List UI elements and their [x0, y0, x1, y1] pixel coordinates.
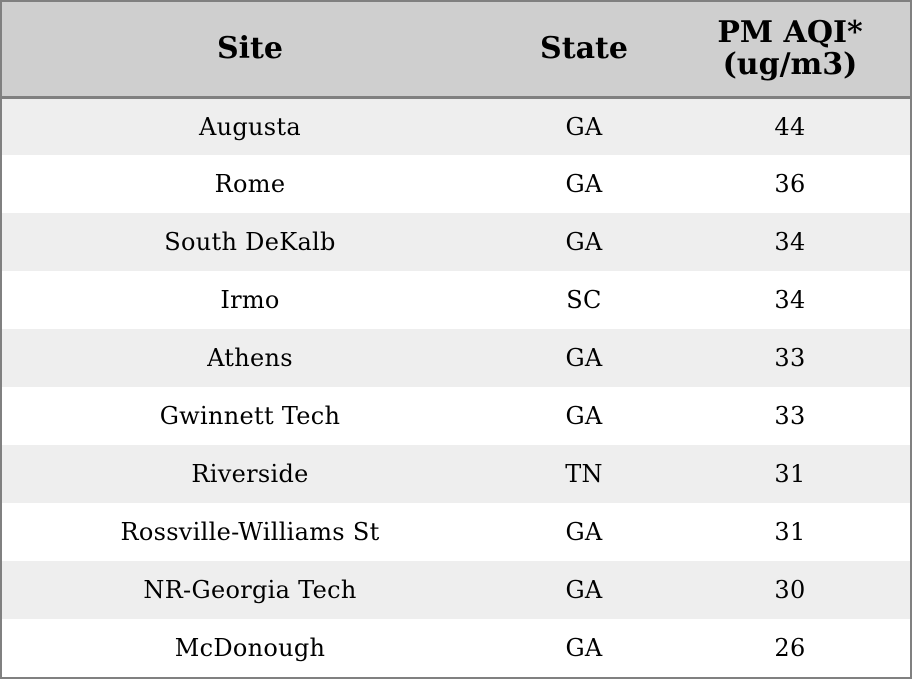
- cell-pm-aqi: 30: [774, 576, 806, 604]
- column-header-site-label: Site: [216, 30, 283, 66]
- cell-site: Athens: [207, 344, 293, 372]
- cell-site: Rome: [214, 170, 286, 198]
- cell-state: SC: [566, 286, 602, 314]
- cell-site: Riverside: [191, 460, 309, 488]
- table-row: McDonough GA 26: [2, 619, 910, 677]
- cell-state: GA: [565, 344, 603, 372]
- table-row: Gwinnett Tech GA 33: [2, 387, 910, 445]
- cell-pm-aqi: 44: [774, 112, 806, 141]
- table-row: Rome GA 36: [2, 155, 910, 213]
- cell-site: Gwinnett Tech: [159, 402, 341, 430]
- column-header-state-label: State: [540, 30, 628, 66]
- cell-state: GA: [565, 576, 603, 604]
- cell-site: Rossville-Williams St: [120, 518, 380, 546]
- column-header-site: Site: [2, 2, 498, 99]
- column-header-pm-aqi-line1: PM AQI*: [717, 14, 863, 50]
- cell-pm-aqi: 33: [774, 344, 806, 372]
- cell-pm-aqi: 33: [774, 402, 806, 430]
- column-header-state: State: [498, 2, 670, 99]
- cell-state: GA: [565, 634, 603, 662]
- table-body: Augusta GA 44 Rome GA 36 South DeKalb GA…: [2, 97, 910, 677]
- table-row: Irmo SC 34: [2, 271, 910, 329]
- cell-pm-aqi: 34: [774, 228, 806, 256]
- cell-site: Irmo: [220, 286, 280, 314]
- table-header: Site State PM AQI* (ug/m3): [2, 2, 910, 99]
- cell-pm-aqi: 26: [774, 634, 806, 662]
- table-row: Riverside TN 31: [2, 445, 910, 503]
- cell-state: TN: [565, 460, 603, 488]
- cell-state: GA: [565, 518, 603, 546]
- cell-site: NR-Georgia Tech: [143, 576, 357, 604]
- cell-pm-aqi: 31: [774, 460, 806, 488]
- cell-site: McDonough: [174, 634, 326, 662]
- cell-state: GA: [565, 402, 603, 430]
- table-row: NR-Georgia Tech GA 30: [2, 561, 910, 619]
- cell-pm-aqi: 34: [774, 286, 806, 314]
- table-row: Rossville-Williams St GA 31: [2, 503, 910, 561]
- header-row: Site State PM AQI* (ug/m3): [2, 2, 910, 99]
- table-row: Athens GA 33: [2, 329, 910, 387]
- table-row: South DeKalb GA 34: [2, 213, 910, 271]
- column-header-pm-aqi-line2: (ug/m3): [722, 46, 858, 82]
- cell-site: South DeKalb: [164, 228, 336, 256]
- table-row: Augusta GA 44: [2, 97, 910, 155]
- cell-state: GA: [565, 112, 603, 141]
- cell-pm-aqi: 31: [774, 518, 806, 546]
- cell-pm-aqi: 36: [774, 170, 806, 198]
- cell-state: GA: [565, 228, 603, 256]
- cell-state: GA: [565, 170, 603, 198]
- column-header-pm-aqi: PM AQI* (ug/m3): [670, 2, 910, 99]
- cell-site: Augusta: [199, 112, 301, 141]
